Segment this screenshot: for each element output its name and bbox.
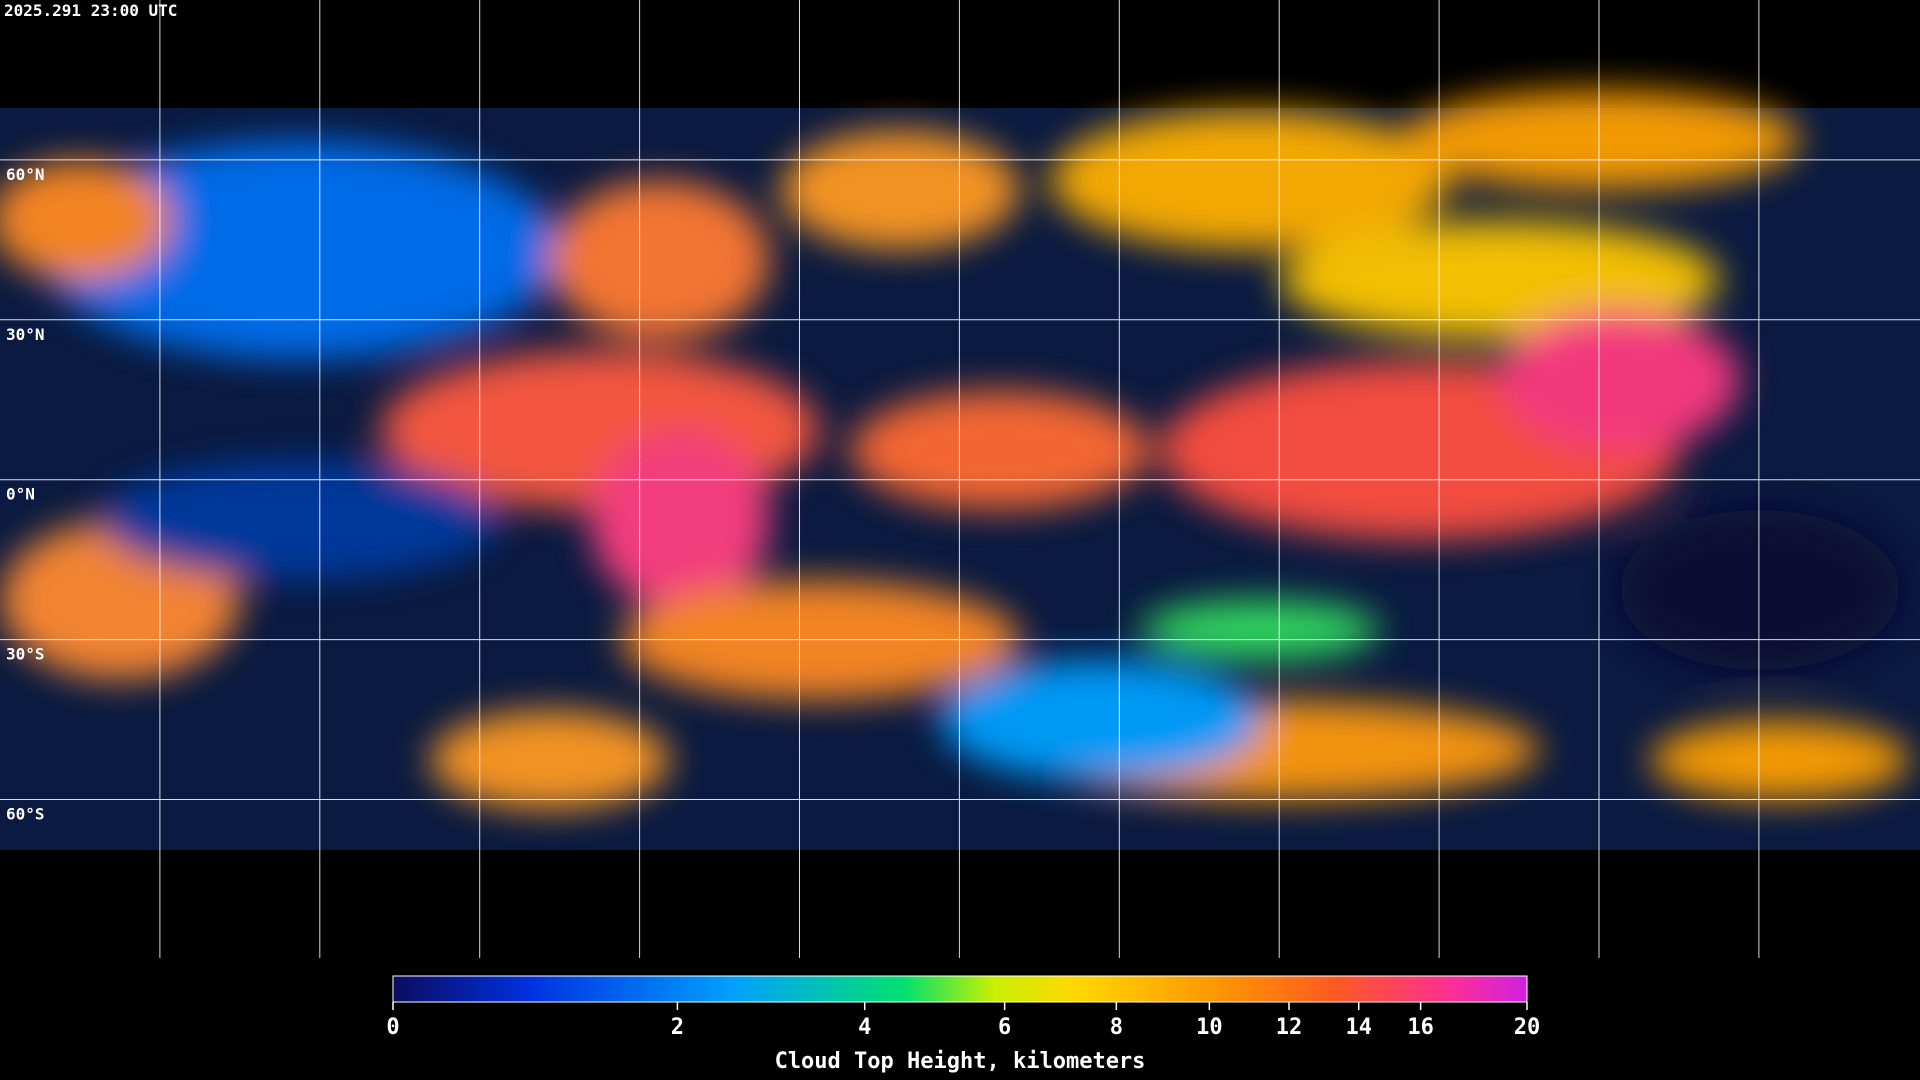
colorbar-tick-label: 4 xyxy=(858,1015,871,1040)
colorbar-tick-label: 6 xyxy=(998,1015,1011,1040)
latitude-label: 60°S xyxy=(6,805,45,824)
colorbar-tick-label: 8 xyxy=(1110,1015,1123,1040)
graticule xyxy=(0,0,1920,958)
colorbar-tick-label: 20 xyxy=(1514,1015,1541,1040)
latitude-label: 30°N xyxy=(6,325,45,344)
latitude-label: 30°S xyxy=(6,645,45,664)
colorbar-tick-label: 12 xyxy=(1276,1015,1303,1040)
timestamp: 2025.291 23:00 UTC xyxy=(4,1,177,20)
colorbar-tick-label: 14 xyxy=(1345,1015,1372,1040)
latitude-label: 0°N xyxy=(6,485,35,504)
colorbar-title: Cloud Top Height, kilometers xyxy=(775,1049,1146,1074)
colorbar-tick-label: 2 xyxy=(671,1015,684,1040)
colorbar xyxy=(392,975,1528,1003)
cloud-imagery xyxy=(0,90,1920,850)
colorbar-tick-label: 0 xyxy=(386,1015,399,1040)
colorbar-tick-label: 10 xyxy=(1196,1015,1223,1040)
colorbar-tick-label: 16 xyxy=(1407,1015,1434,1040)
latitude-label: 60°N xyxy=(6,165,45,184)
